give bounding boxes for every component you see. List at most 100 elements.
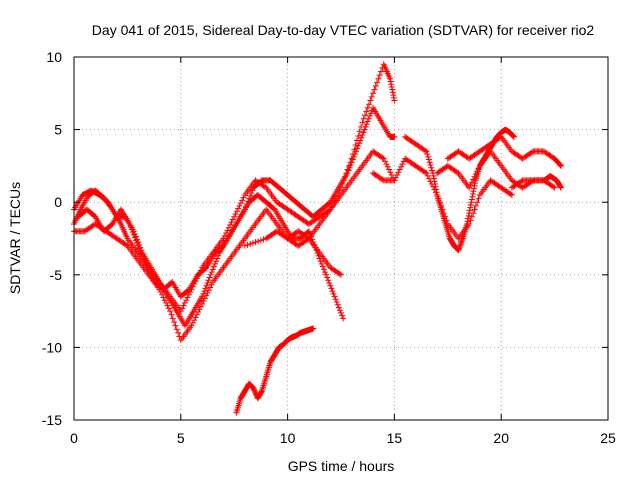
data-point (356, 140, 363, 147)
data-point (192, 314, 199, 321)
data-point (231, 213, 238, 220)
data-series (444, 133, 565, 169)
data-point (425, 156, 432, 163)
data-point (181, 299, 188, 306)
data-point (252, 239, 259, 246)
data-points (71, 61, 565, 416)
data-point (183, 297, 190, 304)
data-point (191, 317, 198, 324)
data-point (471, 182, 478, 189)
data-point (470, 176, 477, 183)
data-point (208, 269, 215, 276)
data-point (229, 216, 236, 223)
data-point (459, 236, 466, 243)
plot-area-frame (73, 56, 609, 421)
data-point (323, 271, 330, 278)
data-point (132, 237, 139, 244)
data-point (387, 75, 394, 82)
data-point (188, 322, 195, 329)
data-point (368, 93, 375, 100)
data-point (250, 385, 257, 392)
data-point (425, 153, 432, 160)
data-point (528, 149, 535, 156)
data-point (233, 208, 240, 215)
data-point (429, 167, 436, 174)
data-series (71, 148, 398, 344)
data-point (247, 240, 254, 247)
data-point (467, 204, 474, 211)
data-point (317, 258, 324, 265)
data-point (360, 115, 367, 122)
data-point (160, 294, 167, 301)
data-point (466, 210, 473, 217)
data-point (236, 202, 243, 209)
data-point (366, 101, 373, 108)
data-point (252, 390, 259, 397)
data-point (204, 289, 211, 296)
data-point (469, 193, 476, 200)
data-point (304, 234, 311, 241)
data-series (434, 148, 558, 191)
data-point (249, 240, 256, 247)
data-point (470, 185, 477, 192)
chart-title: Day 041 of 2015, Sidereal Day-to-day VTE… (92, 22, 595, 38)
data-point (396, 166, 403, 173)
data-point (193, 311, 200, 318)
data-point (398, 163, 405, 170)
data-point (350, 153, 357, 160)
data-point (248, 190, 255, 197)
data-point (255, 238, 262, 245)
data-point (366, 112, 373, 119)
data-point (379, 154, 386, 161)
data-point (201, 288, 208, 295)
data-point (175, 329, 182, 336)
data-point (136, 245, 143, 252)
y-tick-label: -5 (50, 267, 63, 283)
data-point (189, 319, 196, 326)
data-point (474, 168, 481, 175)
data-point (388, 171, 395, 178)
data-point (157, 289, 164, 296)
data-point (458, 238, 465, 245)
data-point (454, 169, 461, 176)
data-point (367, 97, 374, 104)
data-point (458, 239, 465, 246)
data-point (205, 287, 212, 294)
data-point (468, 199, 475, 206)
data-point (163, 299, 170, 306)
data-point (241, 242, 248, 249)
data-point (464, 218, 471, 225)
data-point (164, 302, 171, 309)
data-point (395, 169, 402, 176)
data-point (390, 94, 397, 101)
data-point (161, 297, 168, 304)
data-point (372, 83, 379, 90)
data-point (351, 151, 358, 158)
data-point (399, 161, 406, 168)
data-point (422, 169, 429, 176)
data-point (456, 244, 463, 251)
data-point (203, 292, 210, 299)
data-point (428, 164, 435, 171)
data-point (507, 191, 514, 198)
data-point (340, 315, 347, 322)
data-point (550, 183, 557, 190)
x-tick-label: 0 (70, 430, 78, 446)
data-point (185, 291, 192, 298)
data-point (364, 104, 371, 111)
data-point (135, 242, 142, 249)
data-point (221, 232, 228, 239)
data-point (210, 263, 217, 270)
data-point (430, 175, 437, 182)
data-point (382, 158, 389, 165)
data-point (557, 161, 564, 168)
data-point (310, 325, 317, 332)
data-point (391, 177, 398, 184)
data-point (134, 240, 141, 247)
data-point (376, 72, 383, 79)
data-point (127, 223, 134, 230)
data-point (139, 253, 146, 260)
data-point (331, 293, 338, 300)
data-point (551, 184, 558, 191)
